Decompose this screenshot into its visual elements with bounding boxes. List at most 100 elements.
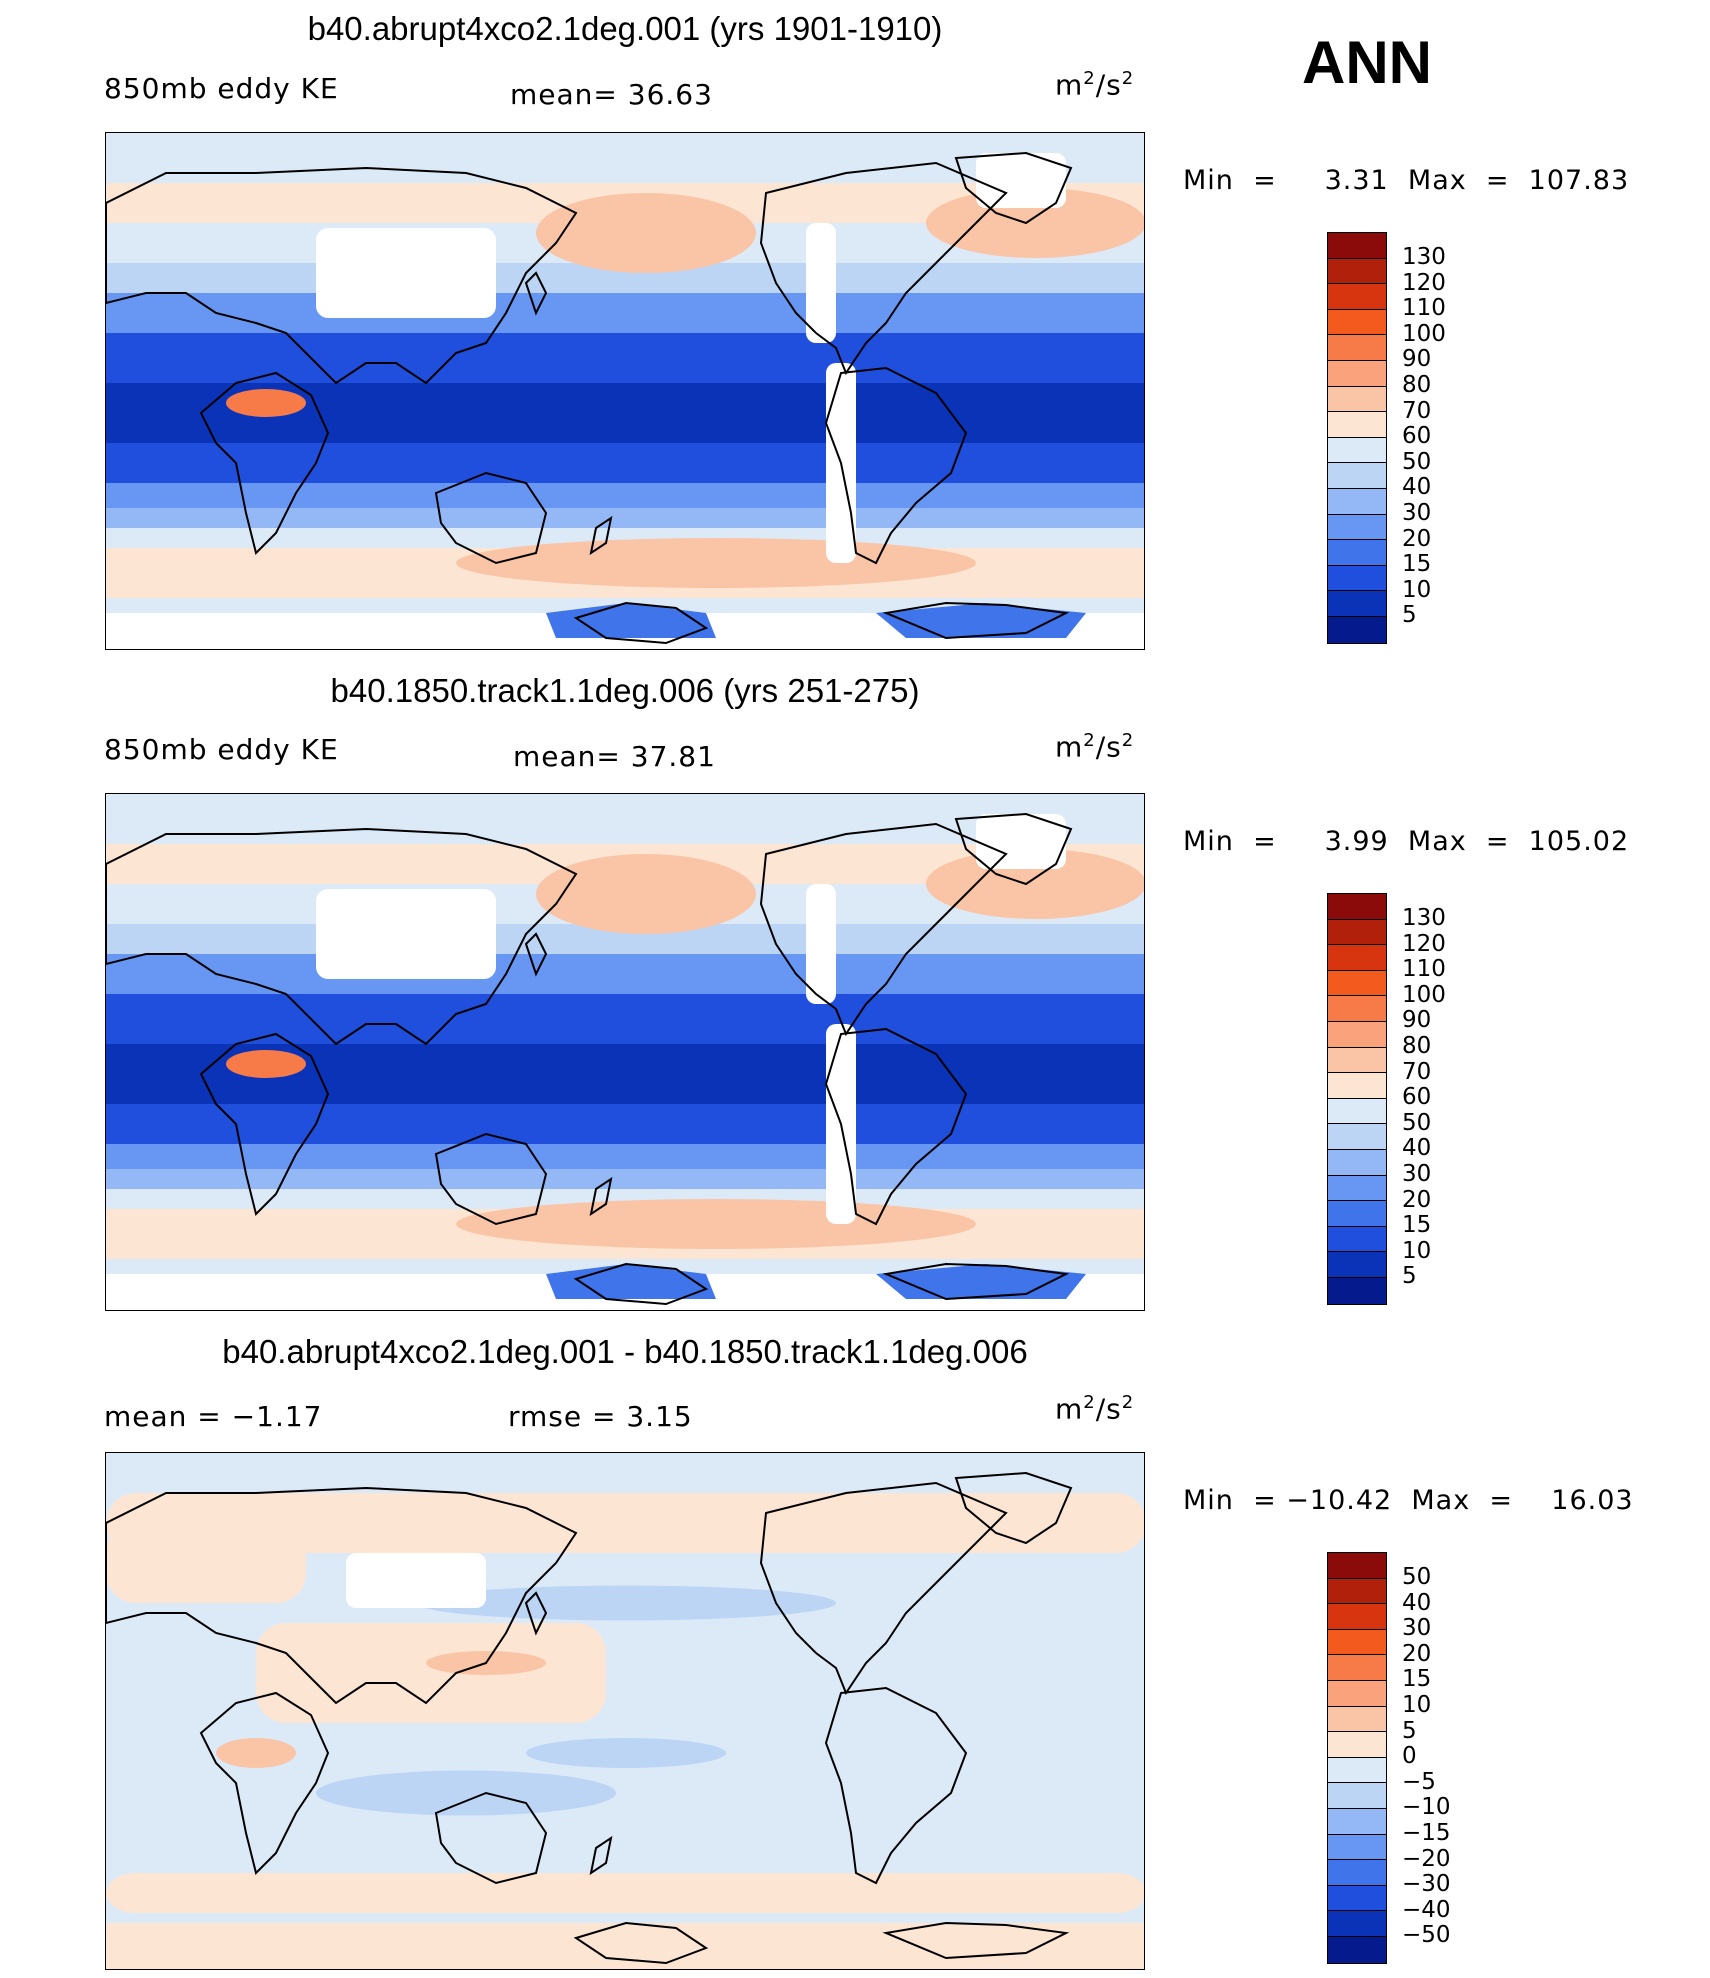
colorbar-swatch (1328, 1149, 1386, 1176)
colorbar-swatch (1328, 1757, 1386, 1784)
colorbar-swatch (1328, 360, 1386, 387)
masked-region (806, 884, 836, 1004)
panel-3-minmax: Min = −10.42 Max = 16.03 (1183, 1485, 1634, 1516)
panel-2-colorbar (1327, 893, 1387, 1305)
colorbar-swatch (1328, 1175, 1386, 1202)
colorbar-swatch (1328, 335, 1386, 361)
colorbar-tick-label: 120 (1402, 269, 1446, 296)
masked-region (346, 1553, 486, 1608)
colorbar-tick-label: 10 (1402, 1237, 1432, 1264)
colorbar-tick-label: 100 (1402, 320, 1446, 347)
contour-band (106, 1189, 1144, 1209)
colorbar-swatch (1328, 970, 1386, 997)
panel-3-colorbar-labels: 50 40 30 20 15 10 5 0 −5 −10 −15 −20 −30 −40 −50 (1402, 1564, 1451, 1949)
coastline (759, 822, 1008, 1037)
colorbar-swatch (1328, 1655, 1386, 1681)
colorbar-swatch (1328, 514, 1386, 541)
anomaly-region (416, 1585, 836, 1621)
panel-3-colorbar (1327, 1552, 1387, 1964)
colorbar-swatch (1328, 1021, 1386, 1048)
panel-2-colorbar-labels: 130 120 110 100 90 80 70 60 50 40 30 20 15 10 5 (1402, 905, 1446, 1290)
colorbar-swatch (1328, 1047, 1386, 1074)
colorbar-swatch (1328, 565, 1386, 592)
colorbar-tick-label: −50 (1402, 1922, 1451, 1949)
contour-band (106, 994, 1144, 1044)
colorbar-swatch (1328, 1936, 1386, 1963)
coastline (954, 151, 1073, 225)
colorbar-swatch (1328, 258, 1386, 285)
storm-track-max (456, 1199, 976, 1249)
masked-region (316, 228, 496, 318)
colorbar-swatch (1328, 919, 1386, 946)
colorbar-tick-label: 15 (1402, 1212, 1432, 1239)
coastline (199, 1691, 330, 1875)
colorbar-swatch (1328, 616, 1386, 643)
coastline (759, 161, 1008, 376)
colorbar-swatch (1328, 1706, 1386, 1733)
colorbar-tick-label: 40 (1402, 1589, 1432, 1616)
colorbar-tick-label: 90 (1402, 1007, 1432, 1034)
masked-region (976, 153, 1066, 208)
colorbar-swatch (1328, 284, 1386, 310)
colorbar-swatch (1328, 1885, 1386, 1912)
coastline (589, 1835, 613, 1876)
contour-band (106, 1169, 1144, 1189)
coastline (759, 1481, 1008, 1696)
colorbar-tick-label: 130 (1402, 244, 1446, 270)
coastline (573, 1921, 709, 1965)
colorbar-tick-label: 130 (1402, 905, 1446, 931)
colorbar-swatch (1328, 894, 1386, 920)
colorbar-swatch (1328, 540, 1386, 566)
colorbar-swatch (1328, 1098, 1386, 1125)
coastline (106, 166, 578, 385)
colorbar-swatch (1328, 309, 1386, 336)
colorbar-swatch (1328, 1860, 1386, 1886)
contour-band (106, 954, 1144, 994)
colorbar-tick-label: 110 (1402, 295, 1446, 322)
contour-band (106, 443, 1144, 483)
colorbar-tick-label: 30 (1402, 1615, 1432, 1642)
colorbar-tick-label: −40 (1402, 1896, 1451, 1923)
colorbar-swatch (1328, 386, 1386, 413)
colorbar-swatch (1328, 1680, 1386, 1707)
colorbar-tick-label: −5 (1402, 1768, 1436, 1795)
panel-1-colorbar-labels: 130 120 110 100 90 80 70 60 50 40 30 20 15 10 5 (1402, 244, 1446, 629)
colorbar-tick-label: 40 (1402, 474, 1432, 501)
masked-region (976, 814, 1066, 869)
colorbar-swatch (1328, 1226, 1386, 1253)
colorbar-tick-label: 80 (1402, 1032, 1432, 1059)
colorbar-tick-label: 20 (1402, 525, 1432, 552)
masked-region (806, 223, 836, 343)
coastline (824, 1027, 968, 1226)
panel-2-units: m2/s2 (1055, 730, 1135, 764)
colorbar-tick-label: 90 (1402, 346, 1432, 373)
colorbar-swatch (1328, 996, 1386, 1022)
panel-1-minmax: Min = 3.31 Max = 107.83 (1183, 165, 1630, 196)
colorbar-swatch (1328, 1252, 1386, 1278)
colorbar-tick-label: 70 (1402, 1058, 1432, 1085)
storm-track-max (536, 193, 756, 273)
colorbar-tick-label: 0 (1402, 1743, 1417, 1770)
anomaly-region (666, 1503, 966, 1533)
colorbar-tick-label: 5 (1402, 602, 1417, 629)
colorbar-swatch (1328, 945, 1386, 971)
contour-band (106, 508, 1144, 528)
storm-track-max (456, 538, 976, 588)
colorbar-tick-label: 10 (1402, 576, 1432, 603)
colorbar-swatch (1328, 591, 1386, 617)
panel-2-minmax: Min = 3.99 Max = 105.02 (1183, 826, 1630, 857)
colorbar-tick-label: 50 (1402, 1564, 1432, 1590)
anomaly-region (106, 1923, 1144, 1969)
coastline (106, 827, 578, 1046)
colorbar-tick-label: 20 (1402, 1186, 1432, 1213)
colorbar-tick-label: 110 (1402, 956, 1446, 983)
colorbar-tick-label: 10 (1402, 1691, 1432, 1718)
colorbar-swatch (1328, 1604, 1386, 1630)
coastline (573, 601, 709, 645)
colorbar-swatch (1328, 1629, 1386, 1656)
colorbar-tick-label: 15 (1402, 551, 1432, 578)
colorbar-swatch (1328, 1201, 1386, 1227)
coastline (434, 1132, 548, 1226)
colorbar-tick-label: 20 (1402, 1640, 1432, 1667)
panel-1-variable-label: 850mb eddy KE (104, 72, 339, 105)
